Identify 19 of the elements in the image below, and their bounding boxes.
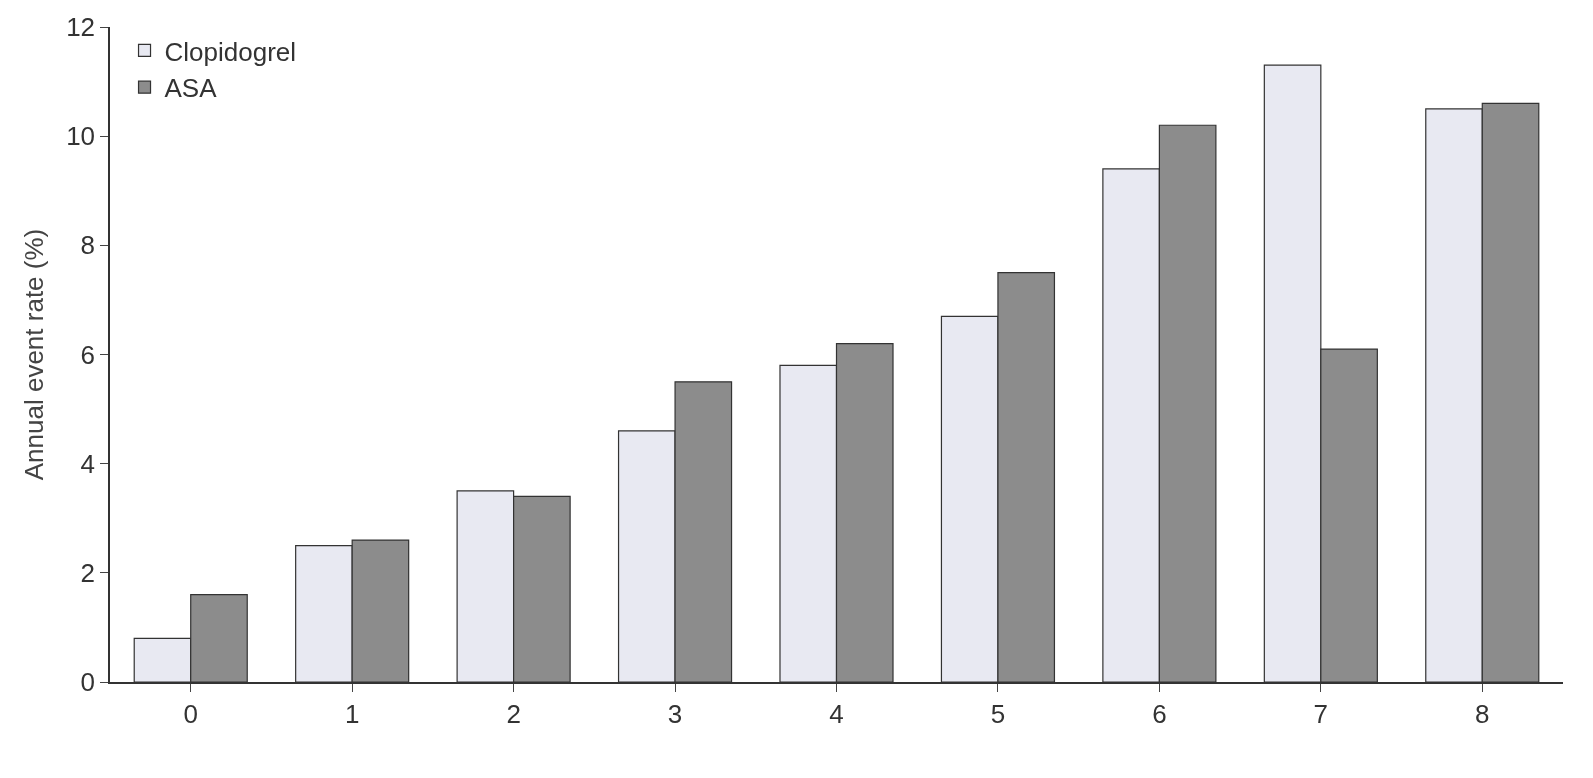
y-tick-label: 8 bbox=[80, 230, 96, 261]
y-tick-label: 0 bbox=[80, 667, 96, 698]
y-axis-title: Annual event rate (%) bbox=[19, 228, 50, 481]
x-tick-label: 0 bbox=[183, 698, 198, 729]
x-tick-label: 4 bbox=[829, 698, 844, 729]
x-tick-label: 3 bbox=[667, 698, 683, 729]
y-tick-label: 2 bbox=[80, 557, 96, 588]
x-tick-label: 6 bbox=[1152, 698, 1167, 729]
y-tick-label: 4 bbox=[80, 448, 96, 479]
x-tick-label: 1 bbox=[344, 698, 360, 729]
x-tick-label: 2 bbox=[506, 698, 521, 729]
legend-label: Clopidogrel bbox=[164, 36, 297, 67]
y-tick-label: 10 bbox=[66, 121, 96, 152]
legend-label: ASA bbox=[164, 73, 218, 104]
y-tick-label: 6 bbox=[80, 339, 96, 370]
x-tick-label: 7 bbox=[1313, 698, 1329, 729]
x-tick-label: 8 bbox=[1475, 698, 1490, 729]
y-tick-label: 12 bbox=[66, 12, 96, 43]
x-tick-label: 5 bbox=[990, 698, 1006, 729]
